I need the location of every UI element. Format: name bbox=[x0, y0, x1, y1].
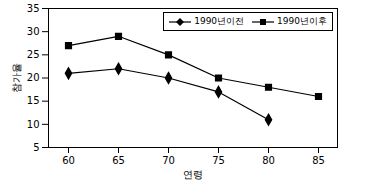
svg-text:연령: 연령 bbox=[183, 169, 203, 180]
svg-text:70: 70 bbox=[162, 155, 175, 166]
svg-text:75: 75 bbox=[212, 155, 225, 166]
svg-text:35: 35 bbox=[27, 3, 40, 14]
svg-text:25: 25 bbox=[27, 49, 40, 60]
svg-text:60: 60 bbox=[62, 155, 75, 166]
svg-text:5: 5 bbox=[33, 142, 39, 153]
svg-text:85: 85 bbox=[312, 155, 325, 166]
svg-text:30: 30 bbox=[27, 26, 40, 37]
svg-text:65: 65 bbox=[112, 155, 125, 166]
html-text:1990년이전: 1990년이전 bbox=[194, 16, 245, 26]
svg-text:20: 20 bbox=[27, 72, 40, 83]
html-text:1990년이후: 1990년이후 bbox=[277, 16, 327, 26]
svg-text:80: 80 bbox=[262, 155, 275, 166]
svg-text:10: 10 bbox=[27, 119, 40, 130]
svg-text:참가율: 참가율 bbox=[11, 63, 22, 93]
svg-text:15: 15 bbox=[27, 95, 40, 106]
